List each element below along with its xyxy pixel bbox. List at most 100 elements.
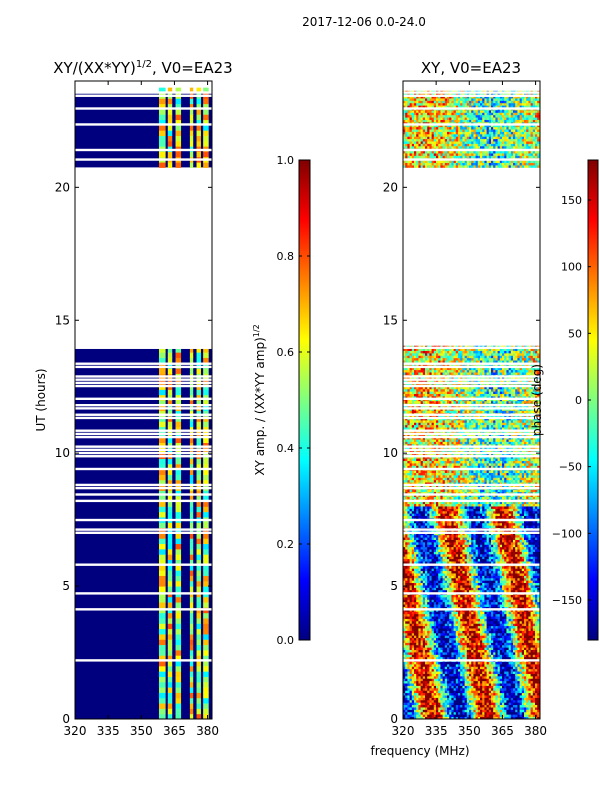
heatmap-cell (530, 685, 534, 689)
heatmap-cell (535, 649, 538, 653)
heatmap-cell (444, 690, 448, 694)
heatmap-cell (414, 599, 417, 603)
heatmap-cell (484, 577, 487, 581)
heatmap-cell (493, 711, 496, 715)
heatmap-cell (488, 570, 492, 574)
heatmap-cell (427, 656, 430, 660)
heatmap-cell (508, 632, 512, 636)
heatmap-cell (521, 697, 525, 701)
heatmap-cell (475, 647, 479, 651)
heatmap-cell (513, 585, 516, 588)
heatmap-cell (427, 685, 430, 689)
heatmap-cell (203, 511, 209, 518)
heatmap-cell (530, 673, 534, 677)
heatmap-cell (167, 671, 173, 677)
heatmap-cell (411, 699, 415, 703)
heatmap-cell (480, 699, 483, 703)
heatmap-cell (427, 582, 430, 586)
heatmap-cell (488, 618, 492, 622)
heatmap-cell (409, 716, 413, 719)
heatmap-cell (502, 620, 505, 624)
heatmap-cell (455, 570, 459, 574)
heatmap-cell (189, 522, 194, 529)
heatmap-cell (433, 625, 437, 629)
heatmap-cell (167, 151, 173, 158)
heatmap-cell (442, 647, 446, 651)
heatmap-cell (433, 680, 437, 684)
heatmap-cell (455, 594, 459, 598)
heatmap-cell (482, 568, 485, 572)
heatmap-cell (535, 611, 538, 615)
heatmap-cell (464, 635, 468, 639)
heatmap-cell (535, 601, 538, 605)
heatmap-cell (436, 644, 439, 648)
heatmap-cell (418, 630, 421, 634)
heatmap-cell (510, 685, 514, 689)
masked-row (75, 362, 212, 365)
heatmap-cell (502, 628, 505, 631)
heatmap-cell (203, 490, 209, 497)
heatmap-cell (405, 685, 408, 689)
heatmap-cell (482, 692, 485, 696)
heatmap-cell (189, 681, 194, 688)
heatmap-cell (460, 685, 463, 689)
heatmap-cell (449, 647, 452, 651)
heatmap-cell (519, 613, 523, 617)
heatmap-cell (491, 656, 494, 660)
heatmap-cell (532, 644, 536, 648)
heatmap-cell (499, 601, 503, 605)
heatmap-cell (535, 599, 538, 603)
heatmap-cell (196, 346, 201, 353)
heatmap-cell (471, 675, 474, 679)
heatmap-cell (460, 580, 463, 584)
heatmap-cell (499, 575, 503, 579)
heatmap-cell (453, 582, 457, 586)
heatmap-cell (532, 570, 536, 574)
heatmap-cell (189, 394, 194, 401)
heatmap-cell (436, 642, 439, 646)
heatmap-cell (499, 580, 503, 584)
heatmap-cell (438, 654, 441, 658)
heatmap-cell (502, 680, 505, 684)
heatmap-cell (444, 568, 448, 572)
heatmap-cell (528, 702, 531, 706)
heatmap-cell (175, 681, 182, 688)
heatmap-cell (475, 702, 479, 706)
heatmap-cell (203, 108, 209, 115)
heatmap-cell (440, 661, 443, 665)
heatmap-cell (460, 573, 463, 576)
heatmap-cell (414, 628, 417, 631)
heatmap-cell (460, 616, 463, 619)
heatmap-cell (403, 652, 406, 655)
heatmap-cell (175, 501, 182, 507)
heatmap-cell (502, 675, 505, 679)
heatmap-cell (411, 690, 415, 694)
heatmap-cell (497, 654, 501, 658)
heatmap-cell (203, 426, 209, 433)
heatmap-cell (486, 685, 490, 689)
heatmap-cell (495, 704, 498, 708)
heatmap-cell (517, 711, 520, 715)
heatmap-cell (416, 637, 419, 641)
heatmap-cell (466, 661, 470, 665)
heatmap-cell (425, 716, 428, 719)
masked-row (75, 416, 212, 420)
heatmap-cell (411, 685, 415, 689)
heatmap-cell (411, 697, 415, 701)
heatmap-cell (473, 692, 476, 696)
heatmap-cell (438, 707, 441, 710)
heatmap-cell (504, 666, 507, 670)
heatmap-cell (431, 644, 435, 648)
heatmap-cell (436, 675, 439, 679)
heatmap-cell (167, 108, 173, 115)
heatmap-cell (493, 568, 496, 572)
heatmap-cell (473, 666, 476, 670)
heatmap-cell (175, 644, 182, 651)
heatmap-cell (427, 565, 430, 569)
heatmap-cell (425, 604, 428, 607)
heatmap-cell (506, 714, 509, 718)
heatmap-cell (414, 652, 417, 655)
heatmap-cell (466, 606, 470, 610)
heatmap-cell (473, 568, 476, 572)
heatmap-cell (427, 618, 430, 622)
